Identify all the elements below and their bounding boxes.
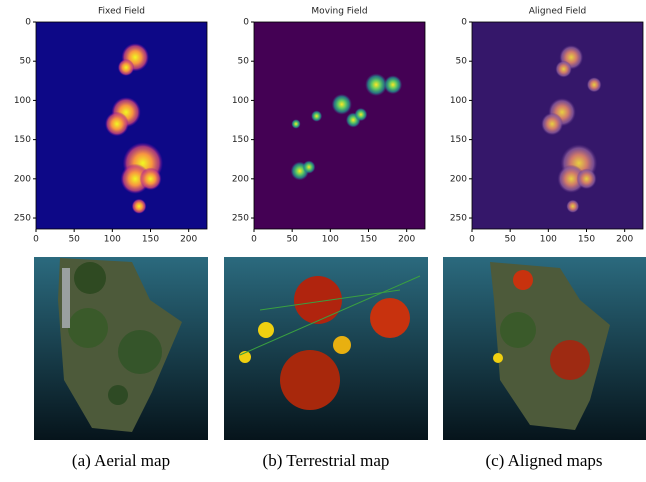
x-tick-label: 150 — [578, 235, 595, 245]
x-tick-label: 0 — [251, 235, 257, 245]
y-tick-label: 250 — [14, 214, 31, 224]
heatmap-blob — [587, 77, 602, 92]
y-tick-label: 150 — [14, 135, 31, 145]
heatmap-blob — [566, 200, 579, 213]
x-tick-label: 100 — [540, 235, 557, 245]
x-tick-label: 200 — [180, 235, 197, 245]
chart-title: Fixed Field — [98, 7, 145, 17]
heatmap-blob — [576, 168, 596, 189]
heatmap-blob — [291, 119, 300, 128]
heatmap-blob — [311, 110, 322, 121]
heatmap-blob — [541, 113, 563, 136]
y-tick-label: 50 — [238, 57, 250, 67]
y-tick-label: 250 — [450, 214, 467, 224]
heatmap-blob — [303, 160, 316, 173]
heatmap-blob — [105, 112, 129, 136]
caption: (b) Terrestrial map — [263, 451, 390, 470]
y-tick-label: 50 — [456, 57, 468, 67]
y-tick-label: 150 — [232, 135, 249, 145]
y-tick-label: 0 — [243, 18, 249, 28]
y-tick-label: 200 — [14, 174, 31, 184]
y-tick-label: 250 — [232, 214, 249, 224]
heatmap-blob — [332, 94, 352, 115]
heatmap-blob — [354, 108, 367, 121]
x-tick-label: 100 — [322, 235, 339, 245]
x-tick-label: 200 — [398, 235, 415, 245]
y-tick-label: 0 — [25, 18, 31, 28]
photo-aerial — [34, 257, 208, 440]
chart-title: Moving Field — [311, 7, 367, 17]
x-tick-label: 0 — [469, 235, 475, 245]
photo-terrestrial — [224, 257, 428, 440]
chart-title: Aligned Field — [529, 7, 586, 17]
x-tick-label: 50 — [504, 235, 516, 245]
heatmap-background — [254, 22, 425, 229]
heatmap-blob — [118, 59, 134, 76]
x-tick-label: 200 — [616, 235, 633, 245]
y-tick-label: 100 — [232, 96, 249, 106]
y-tick-label: 100 — [14, 96, 31, 106]
y-tick-label: 200 — [450, 174, 467, 184]
x-tick-label: 150 — [142, 235, 159, 245]
caption: (c) Aligned maps — [485, 451, 602, 470]
x-tick-label: 100 — [104, 235, 121, 245]
x-tick-label: 150 — [360, 235, 377, 245]
x-tick-label: 50 — [68, 235, 80, 245]
y-tick-label: 150 — [450, 135, 467, 145]
heatmap-blob — [555, 61, 571, 78]
heatmap-blob — [384, 75, 402, 94]
heatmap-blob — [140, 168, 162, 191]
y-tick-label: 0 — [461, 18, 467, 28]
x-tick-label: 0 — [33, 235, 39, 245]
photo-aligned — [443, 257, 646, 440]
y-tick-label: 50 — [20, 57, 32, 67]
y-tick-label: 200 — [232, 174, 249, 184]
heatmap-blob — [132, 199, 147, 214]
x-tick-label: 50 — [286, 235, 298, 245]
caption: (a) Aerial map — [72, 451, 170, 470]
figure: (a) Aerial map (b) Terrestrial map (c) A… — [0, 0, 646, 478]
y-tick-label: 100 — [450, 96, 467, 106]
